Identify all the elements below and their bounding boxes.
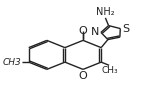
Text: NH₂: NH₂ [96, 7, 114, 17]
Text: N: N [91, 27, 99, 37]
Text: S: S [123, 24, 130, 34]
Text: O: O [79, 71, 87, 81]
Text: CH3: CH3 [2, 58, 21, 67]
Text: O: O [79, 26, 87, 36]
Text: CH₃: CH₃ [101, 66, 118, 75]
